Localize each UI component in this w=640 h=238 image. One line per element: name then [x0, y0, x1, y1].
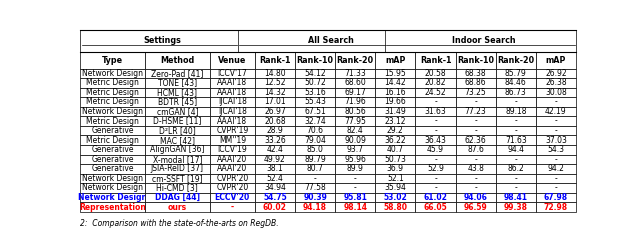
Text: 2:  Comparison with the state-of-the-arts on RegDB.: 2: Comparison with the state-of-the-arts…	[80, 219, 278, 228]
Text: Settings: Settings	[143, 36, 180, 45]
Text: Indoor Search: Indoor Search	[452, 36, 516, 45]
Text: All Search: All Search	[308, 36, 353, 45]
